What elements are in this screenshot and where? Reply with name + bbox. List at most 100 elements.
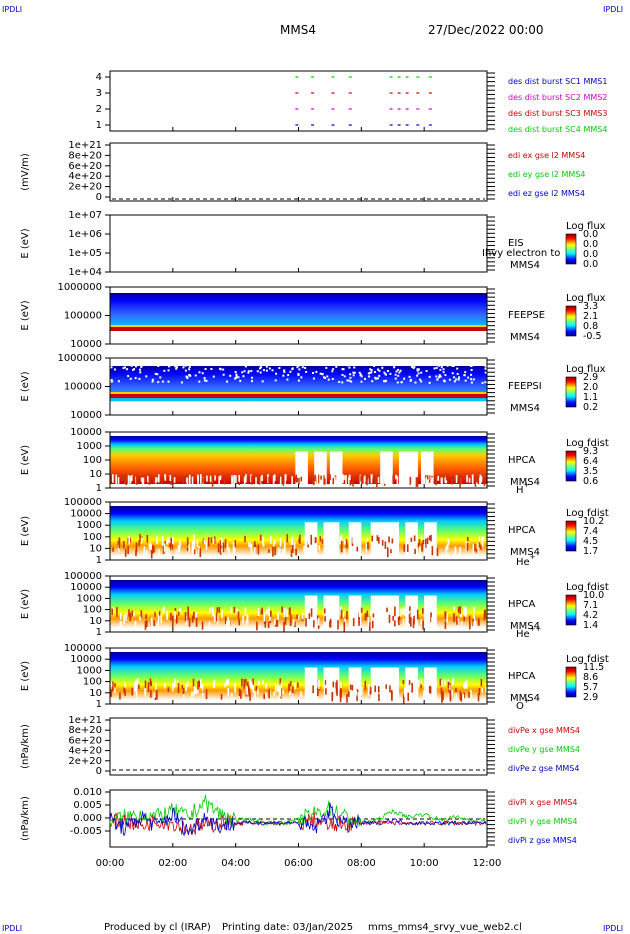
- y-tick-label: 100: [83, 677, 102, 688]
- spectrogram-speckle: [427, 618, 429, 624]
- spectrogram-speckle: [282, 548, 284, 558]
- spectrogram-speckle: [263, 693, 266, 700]
- spectrogram-speckle: [188, 618, 191, 627]
- spectrogram-speckle: [118, 538, 121, 549]
- spectrogram-speckle: [227, 688, 230, 697]
- spectrogram-speckle: [467, 376, 470, 379]
- spectrogram-speckle: [429, 686, 432, 694]
- spectrogram-speckle: [438, 376, 441, 379]
- spectrogram-speckle: [460, 621, 463, 627]
- spectrogram-speckle: [414, 538, 417, 545]
- spectrogram-speckle: [352, 371, 355, 374]
- spectrogram-speckle: [439, 368, 442, 371]
- spectrogram-speckle: [477, 693, 480, 702]
- legend-entry: des dist burst SC1 MMS1: [508, 77, 607, 86]
- spectrogram-speckle: [156, 477, 158, 482]
- y-tick-label: 1e+05: [68, 248, 102, 259]
- spectrogram-speckle: [460, 610, 462, 618]
- spectrogram-speckle: [135, 680, 138, 690]
- spectrogram-speckle: [151, 544, 154, 554]
- spectrogram-speckle: [478, 536, 481, 542]
- spectrogram-speckle: [144, 475, 147, 482]
- spectrogram-speckle: [301, 612, 304, 620]
- spectrogram-speckle: [297, 372, 300, 375]
- spectrogram-speckle: [182, 366, 185, 369]
- spectrogram-speckle: [449, 690, 452, 700]
- spectrogram-speckle: [212, 606, 214, 617]
- spectrogram-speckle: [458, 476, 461, 482]
- spectrogram-speckle: [279, 548, 282, 557]
- spectrogram-speckle: [283, 621, 285, 632]
- spectrogram-speckle: [265, 365, 268, 368]
- y-tick-label: 100: [83, 532, 102, 543]
- spectrogram-speckle: [188, 474, 191, 485]
- spectrogram-speckle: [414, 474, 417, 482]
- spectrogram-speckle: [177, 477, 180, 482]
- spectrogram-speckle: [404, 687, 406, 697]
- spectrogram-speckle: [340, 681, 343, 689]
- spectrogram-speckle: [250, 543, 253, 554]
- spectrogram-speckle: [237, 376, 240, 379]
- spectrogram-speckle: [172, 683, 174, 692]
- legend-entry: des dist burst SC4 MMS4: [508, 125, 607, 134]
- spectrogram-speckle: [345, 539, 348, 546]
- spectrogram-speckle: [119, 612, 122, 620]
- spectrogram-speckle: [349, 684, 352, 690]
- spectrogram-speckle: [110, 475, 112, 481]
- spectrogram-speckle: [212, 682, 215, 689]
- spectrogram-speckle: [371, 620, 374, 629]
- spectrogram-speckle: [181, 684, 184, 689]
- spectrogram-speckle: [408, 475, 410, 484]
- spectrogram-speckle: [126, 368, 129, 371]
- spacecraft-label: MMS4: [510, 693, 540, 704]
- spectrogram-speckle: [435, 616, 437, 622]
- spectrogram-speckle: [426, 475, 429, 486]
- spectrogram-speckle: [125, 475, 127, 486]
- colorbar-title: Log flux: [566, 293, 606, 304]
- spectrogram-speckle: [372, 613, 375, 618]
- spectrogram-speckle: [410, 364, 413, 367]
- spectrogram-speckle: [142, 477, 145, 486]
- colorbar-title: Log fdist: [566, 654, 609, 665]
- spectrogram-speckle: [415, 477, 418, 488]
- figure-date: 27/Dec/2022 00:00: [428, 23, 544, 37]
- y-tick-label: -0.005: [70, 826, 102, 837]
- spectrogram-speckle: [430, 547, 433, 558]
- spectrogram-speckle: [208, 621, 211, 629]
- spectrogram-speckle: [129, 612, 132, 619]
- spectrogram-speckle: [268, 688, 270, 699]
- spectrogram-speckle: [268, 367, 271, 370]
- spectrogram-speckle: [175, 367, 178, 370]
- corner-label-br: IPDLI: [603, 924, 623, 933]
- spectrogram-speckle: [246, 687, 248, 695]
- spectrogram-speckle: [111, 608, 113, 615]
- colorbar-tick: 8.6: [583, 672, 598, 683]
- spectrogram-speckle: [229, 476, 232, 482]
- spectrogram-speckle: [258, 475, 261, 485]
- spectrogram-speckle: [481, 539, 484, 548]
- spectrogram-speckle: [153, 620, 156, 627]
- spectrogram-speckle: [127, 545, 129, 555]
- spectrogram-speckle: [224, 616, 227, 625]
- spectrogram-speckle: [214, 475, 216, 481]
- footer-printing: Printing date: 03/Jan/2025: [222, 922, 353, 933]
- spectrogram-speckle: [324, 474, 327, 479]
- spectrogram-speckle: [262, 369, 265, 372]
- spectrogram-speckle: [457, 378, 460, 381]
- spectrogram-speckle: [463, 606, 465, 615]
- spectrogram-speckle: [364, 477, 367, 482]
- spectrogram-speckle: [191, 691, 193, 702]
- spectrogram-speckle: [174, 365, 177, 368]
- spectrogram-speckle: [340, 540, 343, 549]
- spectrogram-speckle: [261, 380, 264, 383]
- spectrogram-speckle: [310, 608, 313, 617]
- spectrogram-speckle: [228, 620, 231, 628]
- colorbar-tick: 4.5: [583, 536, 598, 547]
- spectrogram-speckle: [342, 612, 345, 618]
- spectrogram-speckle: [451, 475, 453, 485]
- spectrogram-speckle: [310, 534, 313, 545]
- spectrogram-speckle: [339, 536, 342, 545]
- y-tick-label: 1000: [77, 520, 102, 531]
- y-axis-label: (nPa/km): [20, 724, 31, 769]
